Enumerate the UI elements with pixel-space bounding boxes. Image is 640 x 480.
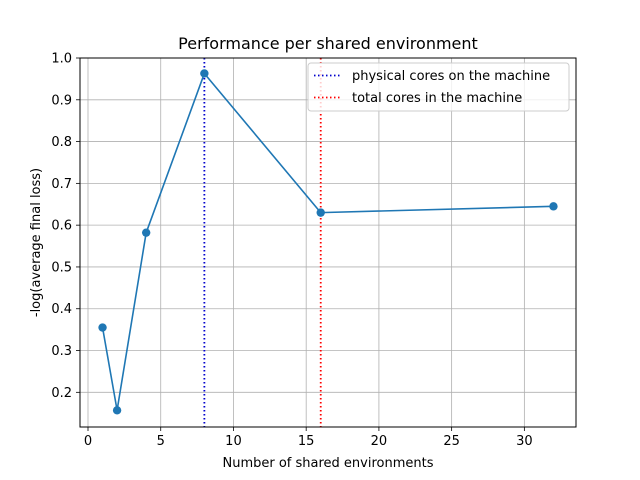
data-point xyxy=(200,69,209,78)
plot-frame xyxy=(79,57,577,428)
data-point xyxy=(98,323,107,332)
legend-label-physical-cores: physical cores on the machine xyxy=(352,69,550,84)
y-tick-label: 0.3 xyxy=(51,344,72,359)
legend: physical cores on the machine total core… xyxy=(307,62,570,112)
legend-box xyxy=(307,62,570,112)
legend-label-total-cores: total cores in the machine xyxy=(352,91,522,106)
x-axis: 0 5 10 15 20 25 30 xyxy=(84,427,533,449)
x-tick-label: 10 xyxy=(225,434,242,449)
x-tick-label: 0 xyxy=(84,434,92,449)
x-tick-label: 15 xyxy=(298,434,315,449)
chart-title: Performance per shared environment xyxy=(178,34,478,53)
x-tick-label: 25 xyxy=(443,434,460,449)
series-group xyxy=(98,69,558,415)
x-tick-label: 5 xyxy=(157,434,165,449)
x-tick-label: 30 xyxy=(516,434,533,449)
y-tick-label: 0.6 xyxy=(51,219,72,234)
y-tick-label: 0.2 xyxy=(51,386,72,401)
y-tick-label: 1.0 xyxy=(51,52,72,67)
data-point xyxy=(141,228,151,237)
y-tick-label: 0.8 xyxy=(51,135,72,150)
y-tick-label: 0.9 xyxy=(51,93,72,108)
y-tick-label: 0.4 xyxy=(51,302,72,317)
series-line xyxy=(101,72,554,412)
y-axis-title: -log(average final loss) xyxy=(29,168,44,317)
y-axis: 0.2 0.3 0.4 0.5 0.6 0.7 0.8 0.9 1.0 xyxy=(51,52,80,401)
reference-lines xyxy=(203,58,322,427)
y-tick-label: 0.7 xyxy=(51,177,72,192)
y-tick-label: 0.5 xyxy=(51,260,72,275)
x-axis-title: Number of shared environments xyxy=(222,456,433,471)
data-point xyxy=(549,202,558,211)
data-point xyxy=(316,208,325,217)
data-point xyxy=(112,406,122,415)
x-tick-label: 20 xyxy=(371,434,388,449)
